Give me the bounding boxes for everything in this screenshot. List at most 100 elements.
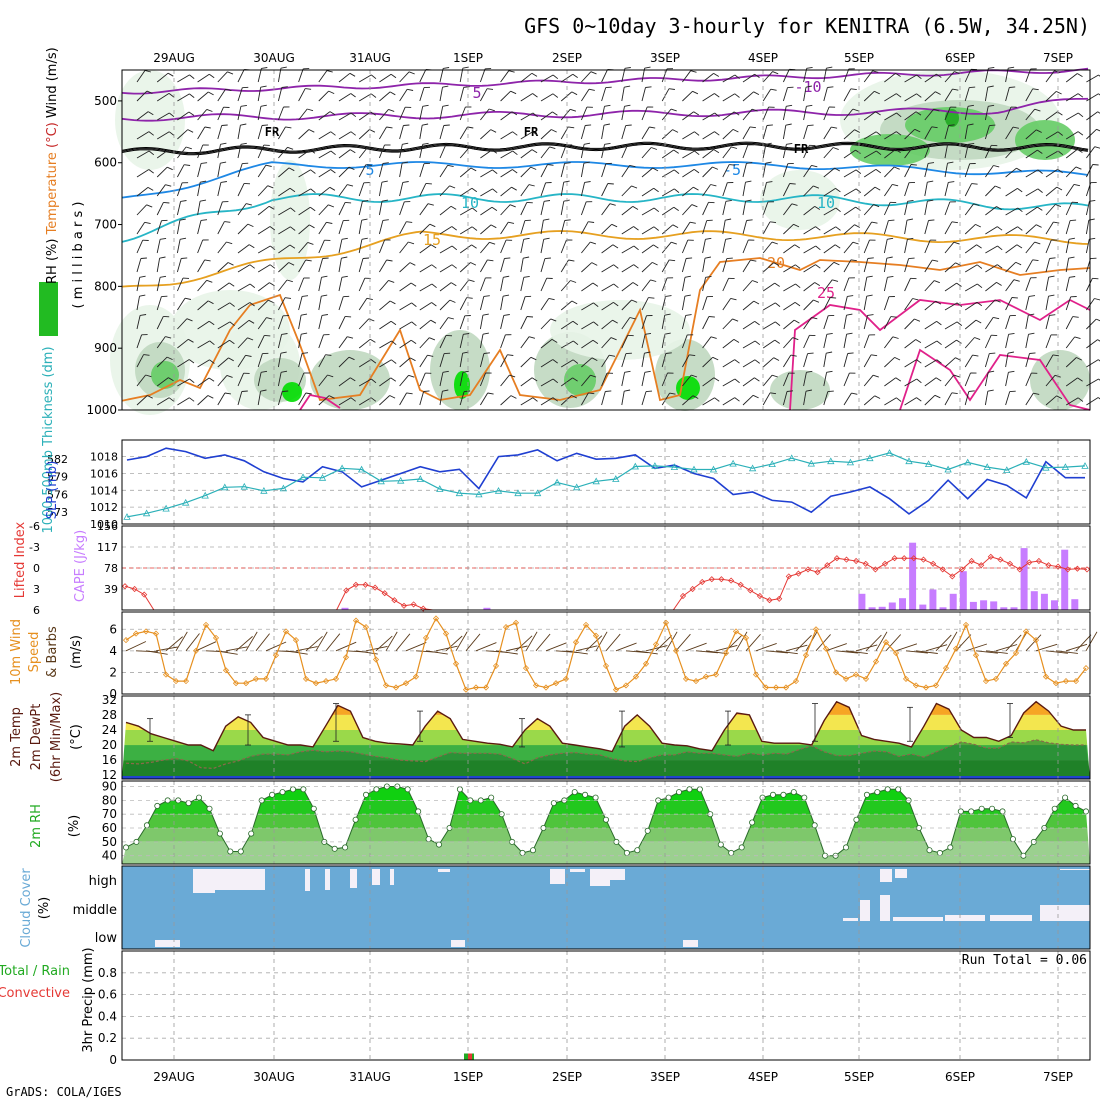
wind-barb-flag [341, 256, 348, 259]
wind-barb [298, 315, 302, 330]
wind-barb [338, 166, 350, 178]
wind-barb [480, 259, 488, 273]
wind-barb-flag [734, 93, 740, 98]
wind-barb-flag [850, 88, 857, 91]
wind-barb [782, 144, 787, 159]
wind-barb [278, 207, 291, 216]
lifted-index-marker [872, 566, 879, 573]
wind-speed-marker [962, 621, 970, 628]
wind-barb [964, 319, 977, 330]
wind-barb-flag [261, 124, 269, 126]
surface-wind-barb [905, 650, 928, 654]
wind-barb [762, 302, 776, 311]
high-cloud-block [193, 869, 215, 893]
rh-tick-label: 50 [102, 835, 117, 849]
pressure-ylabel-part: Temperature [45, 152, 60, 238]
wind-barb [378, 201, 383, 216]
wind-barb-flag [145, 374, 152, 378]
wind-barb-flag [866, 294, 873, 297]
wind-barb [641, 391, 647, 406]
wind-barb [803, 106, 807, 121]
wind-barb [1045, 395, 1057, 406]
wind-barb-flag [710, 336, 717, 339]
wind-barb-flag [854, 129, 861, 133]
wind-barb-flag [206, 108, 213, 112]
surface-wind-barb [395, 633, 411, 652]
wind-speed-marker [402, 680, 410, 687]
precip-legend-convective: Convective [0, 986, 70, 1001]
wind-barb-flag [1076, 357, 1082, 361]
wind-barb-flag [409, 357, 416, 362]
wind-barb [621, 106, 625, 121]
cape-bar [919, 604, 927, 610]
wind-barb-flag [712, 166, 719, 170]
lifted-index-marker [1055, 563, 1062, 570]
wind-barb-flag [645, 86, 652, 88]
wind-barb [904, 111, 917, 121]
wind-barb-flag [165, 184, 172, 187]
wind-barb [217, 182, 222, 197]
wind-barb [702, 258, 706, 273]
wind-barb-flag [322, 257, 329, 259]
thickness-marker [670, 463, 679, 470]
wind-barb [419, 106, 424, 121]
wind-barb [1065, 377, 1078, 387]
surface-wind-barb [375, 635, 393, 652]
wind-barb-flag [1035, 224, 1042, 228]
rh-marker [1051, 805, 1058, 812]
wind-barb-flag [371, 74, 377, 80]
wind-barb-flag [309, 149, 316, 154]
wind-barb [1025, 68, 1032, 83]
wind-barb [439, 106, 444, 121]
precip-convective-bar [468, 1053, 472, 1060]
rh-marker [415, 808, 422, 815]
wind-barb [884, 166, 895, 178]
wind-barb-flag [613, 302, 619, 307]
cape-tick-label: 39 [104, 583, 118, 596]
wind-barb [863, 111, 876, 121]
wind-barb-flag [805, 389, 812, 392]
wind-barb [1005, 315, 1011, 330]
wind-barb-flag [1068, 237, 1075, 240]
rh-shading [430, 330, 490, 410]
wind-barb [823, 106, 830, 121]
wind-barb-flag [851, 392, 858, 395]
wind-barb-flag [184, 164, 191, 166]
wind-barb [520, 184, 530, 197]
wind-barb [338, 149, 351, 159]
wind-barb [298, 149, 311, 159]
wind-barb-flag [866, 275, 873, 278]
wind-barb [884, 357, 895, 368]
wind-barb [176, 220, 181, 235]
wind-barb [601, 337, 612, 349]
rh-marker [644, 827, 651, 834]
wind-barb [782, 391, 788, 406]
cape-bar [939, 607, 947, 610]
wind-barb [661, 315, 666, 330]
rh-marker [227, 848, 234, 855]
wind-barb [399, 282, 412, 292]
wind-barb [520, 356, 532, 368]
wind-barb [1005, 167, 1017, 178]
wind-barb-flag [752, 394, 759, 399]
wind-barb-flag [590, 71, 597, 75]
wind-barb-flag [463, 333, 470, 335]
wind-barb [580, 125, 586, 140]
wind-barb-flag [200, 180, 207, 183]
wind-barb [702, 356, 714, 368]
cape-bar [949, 593, 957, 610]
wind-barb [661, 88, 670, 102]
wind-barb-flag [1057, 150, 1064, 156]
wind-speed-marker [1072, 678, 1080, 685]
wind-barb-flag [705, 275, 712, 278]
lifted-index-marker [949, 573, 956, 580]
wind-barb-flag [1098, 74, 1100, 77]
cape-bar [858, 593, 866, 610]
wind-barb [1045, 168, 1058, 178]
rh-marker [790, 789, 797, 796]
wind-speed-marker [572, 639, 580, 646]
wind-barb [823, 126, 832, 140]
bottom-date-label: 31AUG [349, 1070, 391, 1084]
wind-barb [156, 112, 170, 121]
wind-barb [298, 188, 311, 197]
